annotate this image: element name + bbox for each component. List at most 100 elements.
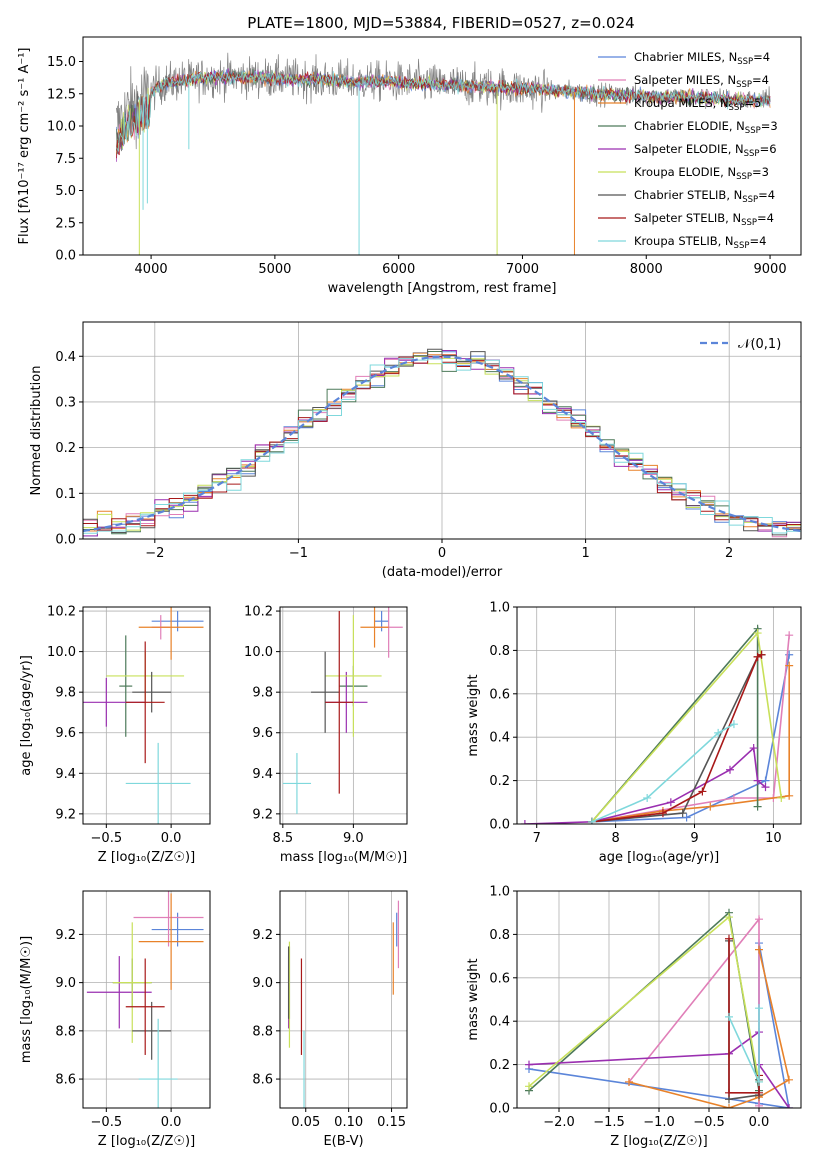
- y-tick-label: 0.1: [55, 487, 76, 502]
- weight-marker-kroupa_miles: [706, 802, 715, 811]
- weight-marker-salpeter_elodie: [749, 744, 758, 753]
- x-tick-label: 7000: [506, 262, 539, 277]
- y-tick-label: 10.0: [244, 645, 273, 660]
- x-axis-label: E(B-V): [323, 1134, 363, 1149]
- spectrum-model-chabrier_stelib: [116, 70, 771, 152]
- y-tick-label: 9.2: [252, 807, 273, 822]
- x-tick-label: 8000: [630, 262, 663, 277]
- y-tick-label: 1.0: [489, 885, 510, 900]
- legend-label: Chabrier STELIB, NSSP=4: [634, 188, 775, 205]
- y-axis-label: mass weight: [466, 674, 481, 756]
- x-tick-label: 9000: [754, 262, 787, 277]
- x-axis-label: mass [log₁₀(M/M☉)]: [280, 850, 407, 865]
- axes-frame: [82, 890, 211, 1109]
- weight-marker-kroupa_stelib: [714, 728, 723, 737]
- weight-marker-salpeter_elodie: [726, 765, 734, 774]
- axes-frame: [279, 890, 408, 1109]
- y-tick-label: 10.2: [47, 605, 76, 620]
- legend-label: Kroupa ELODIE, NSSP=3: [634, 165, 769, 182]
- x-tick-label: 0.0: [161, 1115, 182, 1130]
- weight-marker-salpeter_stelib: [755, 1088, 763, 1097]
- x-axis-label: wavelength [Angstrom, rest frame]: [328, 281, 557, 296]
- y-tick-label: 9.4: [252, 767, 273, 782]
- y-tick-label: 2.5: [55, 216, 76, 231]
- legend-label: Kroupa STELIB, NSSP=4: [634, 234, 766, 251]
- y-tick-label: 0.2: [55, 441, 76, 456]
- y-tick-label: 9.6: [252, 726, 273, 741]
- weight-marker-salpeter_elodie: [520, 820, 529, 824]
- y-tick-label: 10.0: [47, 645, 76, 660]
- plot-area-weight_vs_Z: [525, 908, 793, 1108]
- weight-marker-kroupa_miles: [785, 1075, 793, 1084]
- legend-label: Salpeter STELIB, NSSP=4: [634, 211, 774, 228]
- legend-value: =3: [761, 119, 778, 133]
- legend-value: =4: [753, 50, 770, 64]
- plot-area-residuals: [83, 348, 801, 538]
- legend-label: Chabrier MILES, NSSP=4: [634, 50, 770, 67]
- histogram-kroupa_stelib: [83, 357, 801, 534]
- plot-area-age_vs_mass: [282, 607, 403, 814]
- x-tick-label: −0.5: [693, 1115, 725, 1130]
- x-tick-label: 0.15: [377, 1115, 406, 1130]
- y-tick-label: 8.8: [55, 1024, 76, 1039]
- legend-label: 𝒩(0,1): [738, 337, 781, 352]
- weight-marker-salpeter_miles: [785, 631, 794, 640]
- x-tick-label: 0.05: [291, 1115, 320, 1130]
- plot-area-age_vs_Z: [83, 607, 204, 824]
- y-axis-label: mass weight: [466, 958, 481, 1040]
- weight-marker-salpeter_miles: [755, 1101, 763, 1108]
- x-tick-label: 2: [725, 546, 733, 561]
- axes-mass_vs_ebv: 0.05 0.10 0.15 8.6 8.8 9.0 9.2 E(B-V): [252, 890, 408, 1149]
- y-tick-label: 0.4: [489, 731, 510, 746]
- x-tick-label: 1: [581, 546, 589, 561]
- weight-marker-salpeter_stelib: [658, 809, 667, 818]
- x-tick-label: −1: [289, 546, 308, 561]
- weight-marker-salpeter_elodie: [525, 1060, 533, 1069]
- x-tick-label: −0.5: [91, 1115, 123, 1130]
- legend-subscript: SSP: [745, 126, 761, 136]
- legend-subscript: SSP: [729, 103, 745, 113]
- axes-frame: [82, 36, 802, 256]
- y-tick-label: 9.8: [252, 686, 273, 701]
- y-tick-label: 0.6: [489, 971, 510, 986]
- y-tick-label: 8.6: [252, 1073, 273, 1088]
- axes-frame: [516, 606, 802, 825]
- weight-marker-chabrier_elodie: [753, 802, 762, 811]
- legend-value: =4: [757, 211, 774, 225]
- x-tick-label: −1.0: [643, 1115, 675, 1130]
- x-axis-label: Z [log₁₀(Z/Z☉)]: [98, 850, 195, 865]
- y-tick-label: 9.2: [55, 807, 76, 822]
- legend: Chabrier MILES, NSSP=4 Salpeter MILES, NS…: [598, 50, 778, 251]
- y-tick-label: 0.2: [489, 774, 510, 789]
- legend: 𝒩(0,1): [700, 337, 781, 352]
- y-axis-label: age [log₁₀(age/yr)]: [19, 655, 34, 776]
- weight-marker-kroupa_stelib: [725, 1012, 733, 1021]
- weight-marker-salpeter_elodie: [666, 798, 675, 807]
- weight-marker-salpeter_stelib: [725, 1088, 733, 1097]
- legend-label: Salpeter MILES, NSSP=4: [634, 73, 769, 90]
- legend-value: =4: [752, 73, 769, 87]
- x-tick-label: 0.0: [749, 1115, 770, 1130]
- x-tick-label: 6000: [382, 262, 415, 277]
- x-tick-label: 0.0: [161, 831, 182, 846]
- weight-marker-kroupa_miles: [625, 1077, 633, 1086]
- x-tick-label: −2.0: [543, 1115, 575, 1130]
- y-tick-label: 9.4: [55, 767, 76, 782]
- axes-age_vs_mass: 8.5 9.0 9.2 9.4 9.6 9.8 10.0 10.2 mass [log₁₀(M/…: [244, 605, 408, 865]
- y-tick-label: 0.0: [55, 249, 76, 264]
- legend-value: =3: [752, 165, 769, 179]
- axes-frame: [279, 606, 408, 825]
- weight-marker-salpeter_elodie: [761, 783, 770, 792]
- x-tick-label: 8: [611, 831, 619, 846]
- legend-subscript: SSP: [741, 218, 757, 228]
- y-axis-label: Flux [fλ10⁻¹⁷ erg cm⁻² s⁻¹ A⁻¹]: [17, 48, 32, 245]
- legend-subscript: SSP: [736, 172, 752, 182]
- x-axis-label: Z [log₁₀(Z/Z☉)]: [610, 1134, 707, 1149]
- y-tick-label: 8.6: [55, 1073, 76, 1088]
- y-tick-label: 0.0: [55, 533, 76, 548]
- axes-frame: [82, 606, 211, 825]
- axes-weight_vs_Z: −2.0 −1.5 −1.0 −0.5 0.0 0.0 0.2 0.4 0.6 0.8 1.0 Z […: [466, 885, 802, 1149]
- y-tick-label: 12.5: [47, 87, 76, 102]
